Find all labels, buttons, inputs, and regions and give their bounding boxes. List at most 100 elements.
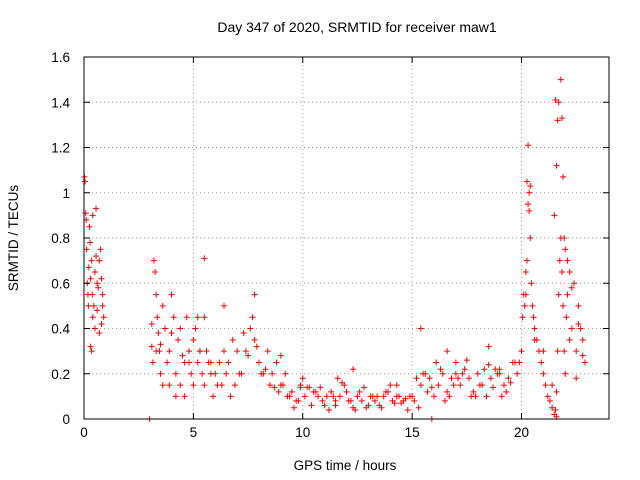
data-point — [409, 393, 416, 400]
data-point — [579, 352, 586, 359]
data-point — [155, 330, 162, 337]
data-point — [88, 257, 95, 264]
data-point — [428, 384, 435, 391]
data-point — [531, 325, 538, 332]
data-point — [231, 382, 238, 389]
data-point — [441, 397, 448, 404]
data-point — [382, 388, 389, 395]
data-point — [563, 314, 570, 321]
data-point — [420, 370, 427, 377]
data-point — [159, 382, 166, 389]
data-point — [153, 348, 160, 355]
y-tick-label: 0 — [62, 412, 70, 427]
data-point — [393, 382, 400, 389]
data-point — [466, 375, 472, 382]
data-point — [415, 404, 422, 411]
y-tick-label: 1.6 — [51, 50, 70, 65]
y-tick-label: 0.2 — [51, 367, 70, 382]
data-point — [152, 268, 159, 275]
data-point — [455, 375, 462, 382]
data-point — [99, 291, 106, 298]
data-point — [166, 348, 173, 355]
data-point — [85, 264, 92, 271]
data-point — [525, 201, 532, 208]
data-point — [190, 382, 197, 389]
data-point — [521, 302, 528, 309]
data-point — [164, 359, 171, 366]
data-point — [519, 314, 526, 321]
data-point — [553, 388, 560, 395]
data-point — [540, 370, 547, 377]
x-axis-ticks: 0 5 10 15 20 — [80, 57, 529, 440]
data-point — [450, 382, 457, 389]
data-point — [207, 359, 214, 366]
data-point — [505, 375, 512, 382]
data-point — [86, 223, 93, 230]
data-point — [568, 325, 575, 332]
data-point — [275, 388, 282, 395]
data-point — [522, 268, 529, 275]
data-point — [253, 343, 260, 350]
data-point — [446, 393, 453, 400]
data-point — [216, 359, 223, 366]
data-point — [223, 370, 230, 377]
data-point — [380, 393, 387, 400]
data-point — [575, 302, 582, 309]
data-point — [91, 268, 98, 275]
data-point — [273, 359, 280, 366]
chart-title: Day 347 of 2020, SRMTID for receiver maw… — [217, 19, 497, 35]
data-point — [561, 235, 568, 241]
data-point — [538, 359, 545, 366]
data-point — [560, 302, 567, 309]
data-point — [457, 382, 464, 389]
data-point — [97, 246, 104, 253]
data-point — [540, 348, 547, 355]
data-point — [352, 406, 359, 413]
data-point — [304, 384, 311, 391]
data-point — [400, 397, 407, 404]
data-point — [470, 388, 477, 395]
data-point — [96, 257, 103, 264]
data-point — [234, 348, 241, 355]
y-axis-label: SRMTID / TECUs — [6, 185, 21, 292]
data-point — [358, 397, 365, 404]
data-point — [577, 325, 584, 332]
data-point — [485, 343, 492, 350]
data-point — [525, 142, 532, 149]
data-point — [566, 268, 573, 275]
data-point — [452, 359, 459, 366]
data-point — [481, 366, 488, 373]
data-point — [295, 397, 302, 404]
data-point — [186, 348, 192, 355]
y-tick-label: 1 — [62, 186, 70, 201]
data-point — [555, 99, 562, 106]
data-point — [94, 307, 101, 314]
data-point — [194, 314, 201, 321]
data-point — [476, 382, 483, 389]
data-point — [280, 382, 287, 389]
data-point — [378, 404, 385, 411]
data-point — [157, 370, 164, 377]
data-point — [557, 76, 564, 83]
data-point — [172, 370, 179, 377]
data-point — [542, 382, 549, 389]
data-point — [218, 382, 225, 389]
data-point — [439, 370, 446, 377]
data-point — [82, 178, 89, 185]
data-point — [530, 314, 537, 321]
x-tick-label: 0 — [80, 425, 88, 440]
data-point — [558, 268, 565, 275]
data-point — [546, 397, 553, 404]
data-point — [411, 397, 418, 404]
data-point — [201, 382, 208, 389]
data-point — [573, 375, 580, 382]
data-point — [417, 382, 424, 389]
data-point — [554, 117, 561, 124]
data-point — [413, 375, 420, 382]
data-point — [523, 178, 530, 185]
data-point — [487, 375, 494, 382]
data-point — [161, 325, 168, 332]
data-point — [527, 235, 534, 241]
data-point — [564, 291, 571, 298]
data-point — [437, 366, 444, 373]
